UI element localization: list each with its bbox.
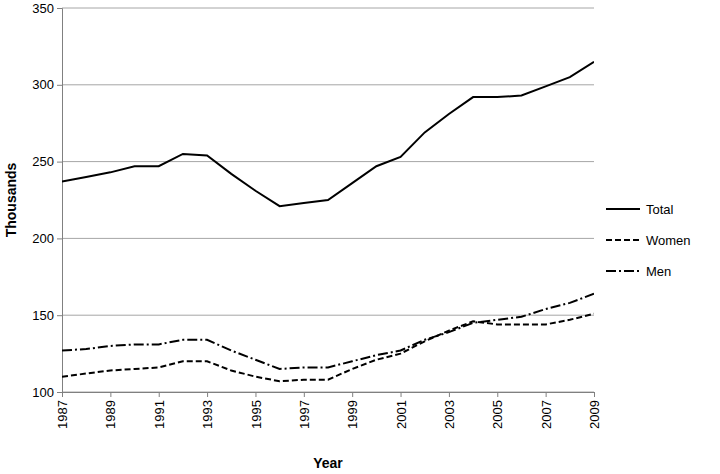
x-tick-label: 1999 xyxy=(345,400,360,429)
y-tick-label: 300 xyxy=(32,77,54,92)
y-tick: 300 xyxy=(32,77,62,92)
y-tick-mark xyxy=(57,238,62,239)
x-tick: 1991 xyxy=(152,392,167,429)
x-tick: 2009 xyxy=(587,392,602,429)
x-tick-mark xyxy=(449,392,450,397)
x-tick-label: 1989 xyxy=(103,400,118,429)
x-tick-label: 2001 xyxy=(394,400,409,429)
x-tick-label: 1995 xyxy=(249,400,264,429)
x-tick-label: 2005 xyxy=(490,400,505,429)
x-axis-line xyxy=(63,393,595,398)
x-axis: 1987 1989 1991 1993 1995 1997 1999 2001 2003 2005… xyxy=(55,392,602,429)
y-tick: 150 xyxy=(32,308,62,323)
grid-line xyxy=(62,238,594,239)
x-tick-label: 1991 xyxy=(152,400,167,429)
series-line xyxy=(62,314,594,382)
grid xyxy=(62,8,594,392)
y-tick: 250 xyxy=(32,154,62,169)
x-tick: 1995 xyxy=(249,392,264,429)
grid-line xyxy=(62,8,594,9)
y-tick-label: 150 xyxy=(32,308,54,323)
y-axis-line xyxy=(57,9,63,393)
x-tick-mark xyxy=(546,392,547,397)
grid-line xyxy=(62,84,594,85)
y-tick: 100 xyxy=(32,385,62,400)
chart: 1001502002503003501987198919911993199519… xyxy=(0,0,720,474)
x-tick-label: 1987 xyxy=(55,400,70,429)
grid-line xyxy=(62,315,594,316)
x-tick: 1987 xyxy=(55,392,70,429)
x-tick: 2001 xyxy=(394,392,409,429)
x-tick-label: 2007 xyxy=(539,400,554,429)
x-tick-mark xyxy=(352,392,353,397)
y-tick-label: 100 xyxy=(32,385,54,400)
legend-label: Women xyxy=(646,233,691,248)
x-tick-mark xyxy=(497,392,498,397)
x-tick: 1997 xyxy=(297,392,312,429)
x-tick-mark xyxy=(110,392,111,397)
legend-swatch xyxy=(606,208,640,210)
y-tick-label: 350 xyxy=(32,1,54,16)
y-tick: 350 xyxy=(32,1,62,16)
x-tick-mark xyxy=(594,392,595,397)
grid-line xyxy=(62,161,594,162)
x-tick-mark xyxy=(62,392,63,397)
x-tick-mark xyxy=(304,392,305,397)
x-tick-label: 2003 xyxy=(442,400,457,429)
x-tick: 2005 xyxy=(490,392,505,429)
x-tick-mark xyxy=(255,392,256,397)
x-tick-mark xyxy=(159,392,160,397)
x-tick-label: 1993 xyxy=(200,400,215,429)
legend-swatch xyxy=(606,270,640,272)
x-tick: 1999 xyxy=(345,392,360,429)
series-line xyxy=(62,62,594,206)
y-tick: 200 xyxy=(32,231,62,246)
legend-label: Total xyxy=(646,202,674,217)
x-tick-label: 2009 xyxy=(587,400,602,429)
series-line xyxy=(62,294,594,369)
x-tick: 2003 xyxy=(442,392,457,429)
y-axis: 100 150 200 250 300 350 xyxy=(32,1,62,400)
plot-area xyxy=(62,62,594,381)
x-tick: 1993 xyxy=(200,392,215,429)
x-tick: 1989 xyxy=(103,392,118,429)
legend-label: Men xyxy=(646,264,671,279)
x-tick-mark xyxy=(401,392,402,397)
legend-swatch xyxy=(606,239,640,241)
legend: Total Women Men xyxy=(606,202,691,279)
y-tick-mark xyxy=(57,315,62,316)
y-tick-label: 250 xyxy=(32,154,54,169)
x-tick-mark xyxy=(207,392,208,397)
y-tick-mark xyxy=(57,162,62,163)
y-axis-title: Thousands xyxy=(3,162,19,237)
x-tick-label: 1997 xyxy=(297,400,312,429)
x-axis-title: Year xyxy=(313,455,343,471)
y-tick-mark xyxy=(57,85,62,86)
y-tick-label: 200 xyxy=(32,231,54,246)
x-tick: 2007 xyxy=(539,392,554,429)
y-tick-mark xyxy=(57,8,62,9)
y-tick-mark xyxy=(57,392,62,393)
